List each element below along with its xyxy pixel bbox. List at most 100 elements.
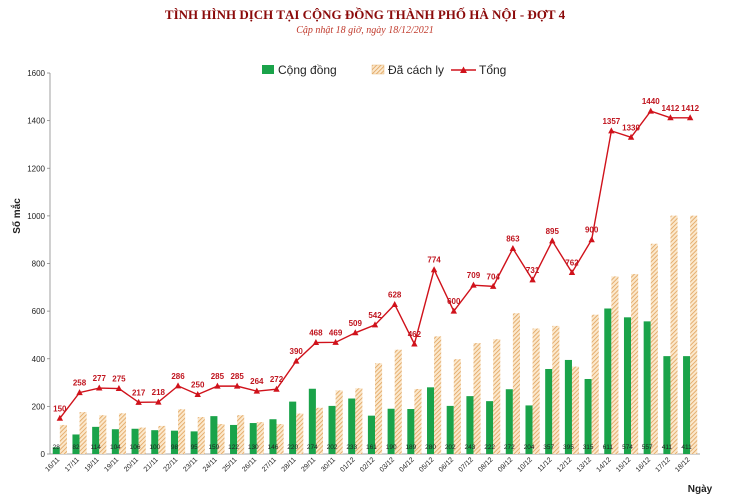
data-label-tong: 217 [132, 388, 146, 397]
bar-da-cach-ly [512, 313, 520, 454]
marker-tong [56, 414, 64, 421]
x-tick-label: 16/11 [44, 456, 61, 473]
bar-da-cach-ly [197, 417, 205, 454]
data-label-tong: 895 [546, 227, 560, 236]
marker-tong [96, 384, 103, 391]
x-tick-label: 11/12 [537, 456, 554, 473]
bar-label-cong-dong: 95 [191, 444, 199, 451]
bar-da-cach-ly [611, 276, 619, 454]
bar-da-cach-ly [355, 388, 363, 454]
bar-da-cach-ly [473, 343, 481, 454]
bar-cong-dong [623, 317, 632, 454]
data-label-tong: 258 [73, 379, 87, 388]
bar-da-cach-ly [434, 336, 442, 454]
y-tick-label: 0 [41, 450, 46, 459]
data-label-tong: 285 [230, 372, 244, 381]
bar-label-cong-dong: 100 [149, 444, 160, 451]
bar-label-cong-dong: 82 [72, 444, 80, 451]
bar-label-cong-dong: 189 [405, 444, 416, 451]
marker-tong [509, 244, 517, 251]
data-label-tong: 286 [171, 372, 185, 381]
bar-cong-dong [564, 359, 572, 454]
bar-cong-dong [466, 396, 474, 454]
marker-tong [470, 281, 477, 288]
data-label-tong: 150 [53, 404, 67, 413]
bar-label-cong-dong: 106 [130, 444, 141, 451]
data-label-tong: 709 [467, 271, 481, 280]
data-label-tong: 468 [309, 329, 323, 338]
bar-cong-dong [52, 447, 60, 454]
bar-da-cach-ly [571, 366, 580, 454]
bar-label-cong-dong: 130 [248, 444, 259, 451]
data-label-tong: 509 [349, 319, 363, 328]
y-tick-label: 1000 [27, 212, 45, 221]
bar-da-cach-ly [375, 363, 383, 454]
marker-tong [371, 321, 379, 328]
y-tick-label: 200 [32, 402, 46, 411]
bar-da-cach-ly [453, 359, 461, 454]
y-axis-label: Số mắc [10, 198, 23, 234]
marker-tong [293, 357, 300, 364]
marker-tong [686, 114, 694, 121]
bar-cong-dong [683, 356, 691, 454]
data-label-tong: 704 [487, 272, 501, 281]
bar-label-cong-dong: 122 [228, 444, 239, 451]
marker-tong [608, 127, 615, 134]
bar-label-cong-dong: 146 [268, 444, 279, 451]
bar-label-cong-dong: 202 [445, 444, 456, 451]
marker-tong [430, 266, 438, 273]
bar-label-cong-dong: 28 [53, 444, 61, 451]
x-tick-label: 09/12 [497, 456, 514, 473]
y-tick-label: 400 [32, 355, 46, 364]
legend-label-cong-dong: Cộng đồng [278, 63, 337, 77]
bar-da-cach-ly [99, 415, 107, 454]
bar-label-cong-dong: 190 [386, 444, 397, 451]
marker-tong [135, 398, 142, 405]
x-tick-label: 20/11 [123, 456, 140, 473]
marker-tong [529, 276, 536, 283]
bar-cong-dong [545, 368, 553, 454]
data-label-tong: 462 [408, 330, 422, 339]
x-tick-label: 10/12 [517, 456, 534, 473]
bar-label-cong-dong: 411 [662, 444, 673, 451]
x-tick-label: 19/11 [103, 456, 120, 473]
y-tick-label: 1600 [27, 69, 45, 78]
bar-label-cong-dong: 411 [681, 444, 692, 451]
chart-title: TÌNH HÌNH DỊCH TẠI CỘNG ĐỒNG THÀNH PHỐ H… [165, 7, 566, 22]
x-tick-label: 21/11 [143, 456, 160, 473]
x-tick-label: 17/11 [64, 456, 81, 473]
bar-da-cach-ly [493, 339, 501, 454]
bar-cong-dong [505, 389, 513, 454]
data-label-tong: 469 [329, 328, 343, 337]
bar-label-cong-dong: 220 [287, 444, 298, 451]
bar-cong-dong [269, 419, 277, 454]
x-tick-label: 13/12 [576, 456, 593, 473]
x-tick-label: 02/12 [359, 456, 376, 473]
bar-da-cach-ly [79, 412, 87, 454]
bar-label-cong-dong: 98 [171, 444, 179, 451]
x-tick-label: 12/12 [556, 456, 573, 473]
data-label-tong: 275 [112, 375, 126, 384]
bar-label-cong-dong: 274 [307, 444, 318, 451]
x-tick-label: 06/12 [438, 456, 455, 473]
data-label-tong: 1357 [602, 117, 620, 126]
data-label-tong: 600 [447, 297, 461, 306]
bar-cong-dong [486, 401, 494, 454]
bar-da-cach-ly [670, 215, 678, 454]
x-tick-label: 07/12 [458, 456, 475, 473]
data-label-tong: 762 [565, 259, 579, 268]
data-label-tong: 1412 [662, 104, 680, 113]
bar-label-cong-dong: 574 [622, 444, 633, 451]
x-tick-label: 23/11 [182, 456, 199, 473]
bar-da-cach-ly [158, 425, 166, 454]
data-label-tong: 390 [290, 347, 304, 356]
bar-label-cong-dong: 222 [484, 444, 495, 451]
bar-label-cong-dong: 357 [543, 444, 554, 451]
legend-label-da-cach-ly: Đã cách ly [388, 63, 444, 77]
bar-cong-dong [584, 378, 592, 454]
marker-tong [115, 385, 123, 392]
x-tick-label: 17/12 [655, 456, 672, 473]
bar-label-cong-dong: 202 [327, 444, 338, 451]
marker-tong [450, 307, 457, 314]
bar-cong-dong [427, 387, 435, 454]
